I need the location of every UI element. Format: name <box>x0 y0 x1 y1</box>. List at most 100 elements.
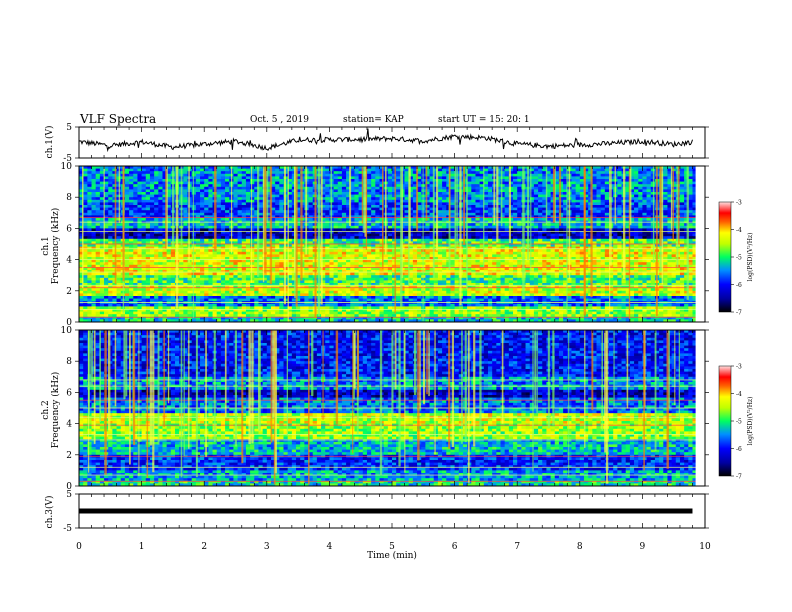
ch1-spectrogram-cell <box>617 176 622 180</box>
ch1-spectrogram-cell <box>87 197 92 201</box>
ch1-spectrogram-cell <box>346 249 351 253</box>
ch1-spectrogram-cell <box>191 194 197 198</box>
ch1-spectrogram-cell <box>379 236 385 240</box>
ch1-spectrogram-cell <box>325 246 330 250</box>
ch1-spectrogram-cell <box>191 173 197 177</box>
ch1-spectrogram-cell <box>542 223 547 227</box>
ch1-spectrogram-cell <box>124 189 130 193</box>
ch1-spectrogram-cell <box>333 228 339 232</box>
ch1-spectrogram-cell <box>104 212 109 216</box>
ch1-spectrogram-cell <box>149 197 155 201</box>
ch1-spectrogram-cell <box>91 244 97 247</box>
ch1-spectrogram-cell <box>108 236 113 240</box>
ch1-spectrogram-cell <box>354 233 360 237</box>
ch1-spectrogram-cell <box>663 197 668 201</box>
ch1-spectrogram-cell <box>571 171 577 175</box>
ch1-spectrogram-cell <box>442 192 447 195</box>
ch1-spectrogram-cell <box>108 212 113 216</box>
ch1-spectrogram-cell <box>95 186 101 190</box>
ch1-spectrogram-cell <box>308 207 314 211</box>
ch1-spectrogram-cell <box>337 184 343 188</box>
ch1-spectrogram-cell <box>204 212 209 216</box>
ch1-spectrogram-cell <box>99 249 105 253</box>
ch1-spectrogram-cell <box>79 212 84 216</box>
ch1-spectrogram-cell <box>183 223 188 227</box>
ch1-spectrogram-cell <box>446 241 451 245</box>
ch1-spectrogram-cell <box>325 189 330 193</box>
ch1-spectrogram-cell <box>571 215 577 219</box>
ch1-spectrogram-cell <box>149 238 155 242</box>
ch1-spectrogram-cell <box>154 192 159 195</box>
ch1-spectrogram-cell <box>124 184 130 188</box>
ch1-spectrogram-cell <box>504 173 510 177</box>
ch1-spectrogram-cell <box>108 192 113 195</box>
ch1-spectrogram-cell <box>604 194 610 198</box>
ch1-spectrogram-cell <box>563 192 568 195</box>
ch1-spectrogram-cell <box>596 179 602 182</box>
ch1-spectrogram-cell <box>195 171 201 175</box>
ch1-spectrogram-cell <box>450 233 455 237</box>
ch1-spectrogram-cell <box>158 179 163 182</box>
ch1-spectrogram-cell <box>592 166 597 169</box>
ch1-spectrogram-cell <box>270 215 276 219</box>
ch1-spectrogram-cell <box>308 173 314 177</box>
ch1-spectrogram-cell <box>137 205 142 208</box>
ch1-spectrogram-cell <box>158 241 163 245</box>
ch1-spectrogram-cell <box>275 223 280 227</box>
ch1-spectrogram-cell <box>471 184 476 188</box>
ch1-spectrogram-cell <box>592 241 597 245</box>
ch1-spectrogram-cell <box>354 194 360 198</box>
ch1-spectrogram-cell <box>479 171 485 175</box>
ch1-spectrogram-cell <box>596 228 602 232</box>
ch1-spectrogram-cell <box>233 238 238 242</box>
ch1-spectrogram-cell <box>258 246 264 250</box>
ch1-spectrogram-cell <box>237 215 243 219</box>
ch1-spectrogram-cell <box>396 238 401 242</box>
ch1-spectrogram-cell <box>492 233 497 237</box>
ch1-spectrogram-cell <box>642 244 647 247</box>
ch1-spectrogram-cell <box>467 246 472 250</box>
ch1-spectrogram-cell <box>604 246 610 250</box>
ch1-spectrogram-cell <box>145 249 151 253</box>
ch1-spectrogram-cell <box>204 238 209 242</box>
ch1-spectrogram-cell <box>141 202 147 206</box>
ch1-spectrogram-cell <box>538 179 543 182</box>
ch1-spectrogram-cell <box>346 186 351 190</box>
ch1-spectrogram-cell <box>487 241 493 245</box>
ch1-spectrogram-cell <box>642 181 647 185</box>
ch1-spectrogram-cell <box>137 223 142 227</box>
ch1-spectrogram-cell <box>571 168 577 172</box>
ch1-spectrogram-cell <box>404 210 410 214</box>
ch1-spectrogram-cell <box>550 244 556 247</box>
ch1-spectrogram-cell <box>546 184 551 188</box>
ch1-spectrogram-cell <box>362 246 368 250</box>
ch1-spectrogram-cell <box>233 199 238 203</box>
ch1-spectrogram-cell <box>204 181 209 185</box>
ch1-spectrogram-cell <box>429 202 435 206</box>
ch1-spectrogram-cell <box>95 176 101 180</box>
ch1-spectrogram-cell <box>195 199 201 203</box>
ch1-spectrogram-cell <box>450 202 455 206</box>
ch1-spectrogram-cell <box>112 236 117 240</box>
ch1-spectrogram-cell <box>321 176 326 180</box>
ch1-spectrogram-cell <box>325 197 330 201</box>
ch1-spectrogram-cell <box>241 186 247 190</box>
ch1-spectrogram-cell <box>145 218 151 221</box>
ch1-spectrogram-cell <box>124 176 130 180</box>
ch1-spectrogram-cell <box>83 166 88 169</box>
ch1-spectrogram-cell <box>396 212 401 216</box>
ch1-spectrogram-cell <box>375 181 380 185</box>
ch1-spectrogram-cell <box>79 184 84 188</box>
ch1-spectrogram-cell <box>583 210 589 214</box>
ch1-spectrogram-cell <box>504 238 510 242</box>
ch1-spectrogram-cell <box>129 197 134 201</box>
ch1-spectrogram-cell <box>241 231 247 234</box>
ch1-spectrogram-cell <box>166 215 172 219</box>
ch1-spectrogram-cell <box>688 207 693 211</box>
ch1-spectrogram-cell <box>671 241 677 245</box>
ch1-spectrogram-cell <box>538 223 543 227</box>
ch1-spectrogram-cell <box>225 189 230 193</box>
ch1-spectrogram-cell <box>467 225 472 229</box>
ch1-spectrogram-cell <box>625 189 631 193</box>
ch1-spectrogram-cell <box>149 225 155 229</box>
